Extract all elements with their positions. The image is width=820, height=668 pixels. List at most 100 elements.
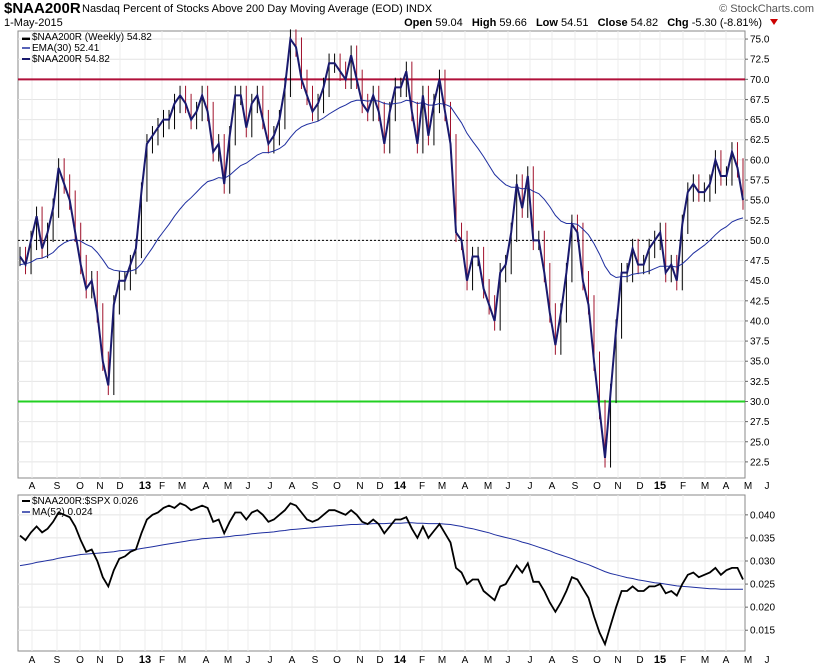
x-tick-label: M	[438, 655, 446, 666]
x-tick-label: N	[614, 655, 621, 666]
legend-entry-ema: EMA(30) 52.41	[32, 43, 100, 54]
low-value: 54.51	[561, 17, 589, 29]
x-tick-label: J	[528, 481, 533, 492]
x-tick-label: A	[289, 655, 296, 666]
y-tick-label: 0.015	[750, 626, 775, 637]
x-tick-label: J	[528, 655, 533, 666]
x-tick-label: A	[723, 655, 730, 666]
x-tick-label: 15	[654, 480, 666, 492]
legend-entry-price: $NAA200R (Weekly) 54.82	[32, 32, 152, 43]
price-line	[19, 36, 744, 459]
x-tick-label: F	[159, 481, 165, 492]
y-tick-label: 25.0	[750, 437, 770, 448]
x-tick-label: 14	[394, 480, 407, 492]
x-tick-label: 15	[654, 654, 666, 666]
high-value: 59.66	[499, 17, 527, 29]
y-tick-label: 0.040	[750, 510, 775, 521]
x-tick-label: A	[203, 481, 210, 492]
plot-frame	[17, 494, 746, 652]
x-tick-label: M	[701, 655, 709, 666]
x-tick-label: J	[765, 481, 770, 492]
x-tick-label: F	[159, 655, 165, 666]
x-tick-label: M	[744, 481, 752, 492]
x-tick-label: S	[312, 655, 319, 666]
x-tick-label: A	[29, 655, 36, 666]
change-label: Chg	[667, 17, 689, 29]
ratio-ma52-line	[19, 522, 743, 590]
x-tick-label: A	[462, 481, 469, 492]
x-tick-label: O	[333, 481, 341, 492]
x-tick-label: M	[178, 655, 186, 666]
y-tick-label: 35.0	[750, 357, 770, 368]
x-tick-label: J	[246, 481, 251, 492]
y-tick-label: 72.5	[750, 55, 770, 66]
ratio-line	[19, 502, 744, 647]
high-label: High	[471, 17, 497, 29]
legend-bar-icon: ▬	[22, 33, 30, 42]
y-tick-label: 30.0	[750, 397, 770, 408]
chart-date: 1-May-2015	[4, 17, 63, 29]
x-tick-label: F	[680, 655, 686, 666]
ohlc-readout: Open 59.04 High 59.66 Low 54.51 Close 54…	[404, 17, 768, 29]
x-tick-label: M	[178, 481, 186, 492]
x-tick-label: 13	[139, 654, 151, 666]
x-tick-label: D	[116, 655, 123, 666]
x-tick-label: N	[96, 655, 103, 666]
x-tick-label: J	[506, 481, 511, 492]
x-tick-label: F	[419, 481, 425, 492]
y-tick-label: 0.020	[750, 603, 775, 614]
open-value: 59.04	[435, 17, 463, 29]
change-value: -5.30 (-8.81%)	[691, 17, 762, 29]
x-tick-label: S	[54, 655, 61, 666]
y-tick-label: 37.5	[750, 337, 770, 348]
x-tick-label: J	[268, 481, 273, 492]
x-tick-label: J	[765, 655, 770, 666]
legend-entry-ma: MA(52) 0.024	[32, 507, 93, 518]
y-tick-label: 27.5	[750, 417, 770, 428]
y-tick-label: 67.5	[750, 95, 770, 106]
y-tick-label: 55.0	[750, 196, 770, 207]
y-tick-label: 0.030	[750, 557, 775, 568]
chart-description: Nasdaq Percent of Stocks Above 200 Day M…	[82, 3, 433, 15]
y-tick-label: 65.0	[750, 115, 770, 126]
x-tick-label: M	[484, 481, 492, 492]
x-tick-label: N	[356, 655, 363, 666]
x-tick-label: M	[438, 481, 446, 492]
x-tick-label: N	[96, 481, 103, 492]
y-tick-label: 47.5	[750, 256, 770, 267]
x-tick-label: D	[376, 655, 383, 666]
legend-entry-line: $NAA200R 54.82	[32, 54, 110, 65]
y-tick-label: 42.5	[750, 296, 770, 307]
x-tick-label: J	[246, 655, 251, 666]
x-tick-label: A	[723, 481, 730, 492]
x-tick-label: A	[29, 481, 36, 492]
x-tick-label: N	[614, 481, 621, 492]
y-tick-label: 45.0	[750, 276, 770, 287]
x-tick-label: J	[268, 655, 273, 666]
x-tick-label: N	[356, 481, 363, 492]
x-tick-label: F	[419, 655, 425, 666]
x-tick-label: A	[462, 655, 469, 666]
x-tick-label: A	[289, 481, 296, 492]
y-tick-label: 75.0	[750, 35, 770, 46]
y-tick-label: 62.5	[750, 135, 770, 146]
x-tick-label: A	[549, 481, 556, 492]
x-tick-label: O	[76, 655, 84, 666]
close-label: Close	[597, 17, 628, 29]
brand-watermark[interactable]: © StockCharts.com	[719, 3, 814, 15]
low-label: Low	[535, 17, 558, 29]
main-price-chart[interactable]: 75.0 72.5 70.0 67.5 65.0 62.5 60.0 57.5 55.0 52.5…	[0, 28, 820, 498]
legend-entry-ratio: $NAA200R:$SPX 0.026	[32, 496, 139, 507]
x-tick-label: A	[549, 655, 556, 666]
x-tick-label: M	[224, 655, 232, 666]
change-down-arrow-icon	[770, 19, 778, 25]
y-tick-label: 22.5	[750, 457, 770, 468]
x-tick-label: D	[636, 481, 643, 492]
x-tick-label: D	[116, 481, 123, 492]
x-tick-label: 13	[139, 480, 151, 492]
x-tick-label: A	[203, 655, 210, 666]
x-tick-label: O	[593, 655, 601, 666]
